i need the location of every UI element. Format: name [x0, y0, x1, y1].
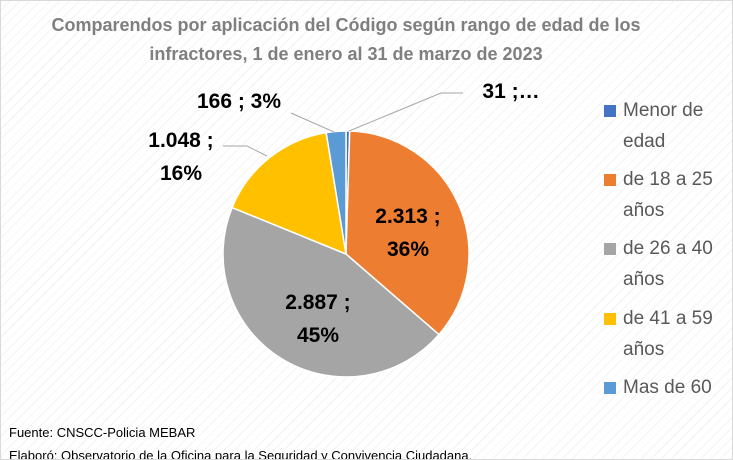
legend-label: de 41 a 59 años	[623, 308, 713, 360]
legend-label: de 18 a 25 años	[623, 169, 713, 221]
pie-slice	[345, 130, 470, 336]
legend-label: de 26 a 40 años	[623, 238, 713, 290]
pie-slice	[231, 131, 347, 256]
pie-slice	[222, 206, 440, 378]
legend-label: Menor de edad	[623, 100, 704, 152]
legend-swatch	[604, 313, 616, 325]
chart-title: Comparendos por aplicación del Código se…	[51, 15, 641, 64]
legend-swatch	[604, 382, 616, 394]
data-label: 31 ;…	[482, 80, 540, 103]
leader-line	[348, 92, 463, 132]
data-label: 2.887 ; 45%	[285, 291, 351, 347]
data-label: 1.048 ; 16%	[148, 129, 214, 185]
author-note: Elaboró: Observatorio de la Oficina para…	[9, 448, 473, 460]
source-note: Fuente: CNSCC-Policia MEBAR	[9, 425, 196, 440]
legend-swatch	[604, 174, 616, 186]
data-label: 166 ; 3%	[196, 90, 282, 113]
leader-lines	[223, 92, 463, 157]
leader-line	[290, 112, 335, 133]
leader-line	[223, 145, 268, 157]
pie-slice	[325, 130, 347, 255]
legend-swatch	[604, 105, 616, 117]
data-label: 2.313 ; 36%	[375, 205, 441, 261]
legend-label: Mas de 60	[623, 377, 712, 398]
legend-swatch	[604, 243, 616, 255]
